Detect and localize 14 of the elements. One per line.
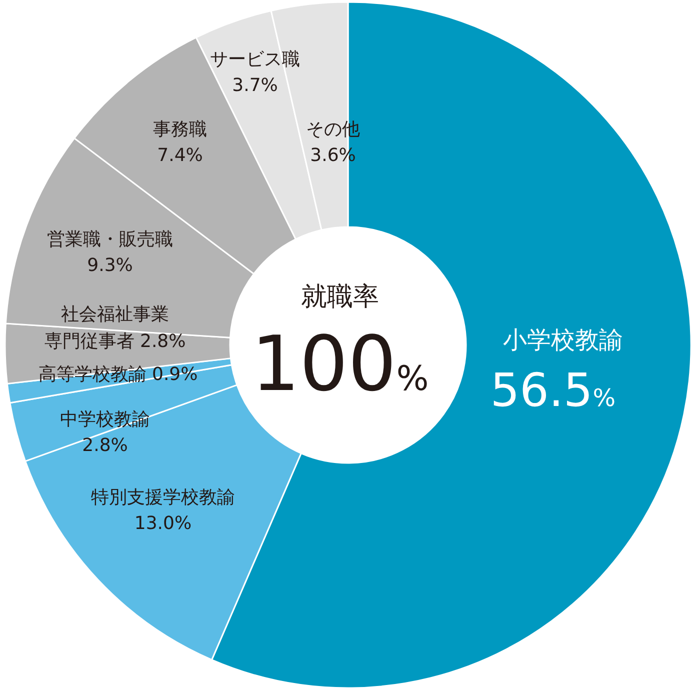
data-label: 13.0% <box>134 513 192 534</box>
data-label: 7.4% <box>157 145 203 166</box>
slice-label: 社会福祉事業専門従事者 2.8% <box>44 304 186 352</box>
slice-label: サービス職 <box>210 49 300 70</box>
data-label: 2.8% <box>82 435 128 456</box>
slice-label: 事務職 <box>153 119 207 140</box>
slice-label: 特別支援学校教諭 <box>91 487 235 508</box>
slice-label: 小学校教諭 <box>503 326 623 354</box>
data-label: 3.7% <box>232 75 278 96</box>
slice-label: 営業職・販売職 <box>47 229 173 250</box>
text: 就職率 <box>301 282 379 312</box>
data-label: 9.3% <box>87 255 133 276</box>
data-label: 56.5% <box>490 363 616 417</box>
text: 100% <box>251 319 429 408</box>
